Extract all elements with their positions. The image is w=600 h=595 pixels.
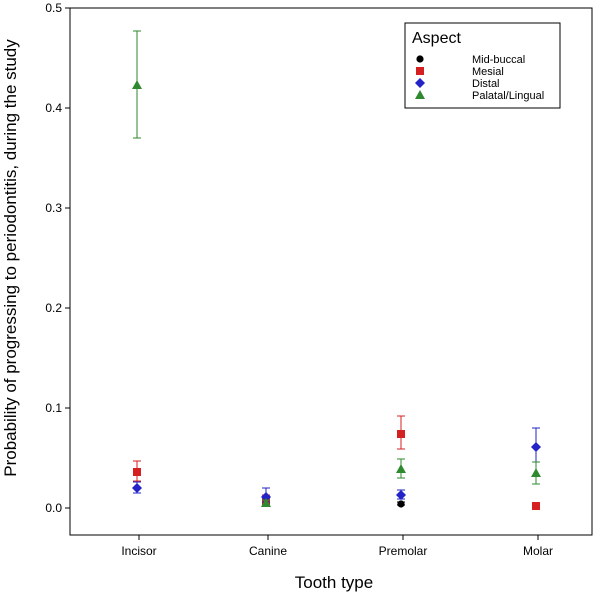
data-point (532, 502, 540, 510)
x-axis: Incisor Canine Premolar Molar (121, 535, 553, 558)
y-tick-label: 0.4 (45, 101, 62, 115)
series-distal (132, 427, 541, 503)
legend-box (404, 22, 561, 109)
y-tick-label: 0.0 (45, 501, 62, 515)
legend-marker (416, 67, 424, 75)
x-tick-label: Canine (249, 544, 287, 558)
y-axis: 0.0 0.1 0.2 0.3 0.4 0.5 (45, 1, 70, 515)
data-point (396, 464, 406, 473)
x-tick-label: Premolar (379, 544, 428, 558)
data-point (397, 430, 405, 438)
y-tick-label: 0.2 (45, 301, 62, 315)
legend-label: Palatal/Lingual (472, 90, 544, 102)
legend-marker (416, 55, 424, 63)
y-tick-label: 0.3 (45, 201, 62, 215)
data-point (397, 500, 405, 508)
legend-marker (415, 90, 425, 99)
y-axis-title: Probability of progressing to periodonti… (1, 39, 20, 477)
legend: Aspect Mid-buccalMesialDistalPalatal/Lin… (404, 22, 561, 109)
legend-label: Mid-buccal (472, 54, 525, 66)
data-point (531, 442, 541, 452)
data-point (531, 468, 541, 477)
series-mesial (133, 415, 540, 510)
x-axis-title: Tooth type (295, 573, 373, 592)
data-point (133, 468, 141, 476)
data-point (261, 498, 271, 507)
series-layer (132, 30, 541, 510)
legend-label: Distal (472, 78, 500, 90)
y-tick-label: 0.1 (45, 401, 62, 415)
x-tick-label: Incisor (121, 544, 156, 558)
legend-label: Mesial (472, 66, 504, 78)
legend-marker (415, 78, 425, 88)
series-palatal-lingual (132, 30, 541, 507)
data-point (132, 483, 142, 493)
plot-frame (69, 7, 593, 536)
y-tick-label: 0.5 (45, 1, 62, 15)
legend-title: Aspect (412, 30, 461, 47)
x-tick-label: Molar (523, 544, 553, 558)
data-point (132, 80, 142, 89)
data-point (396, 490, 406, 500)
